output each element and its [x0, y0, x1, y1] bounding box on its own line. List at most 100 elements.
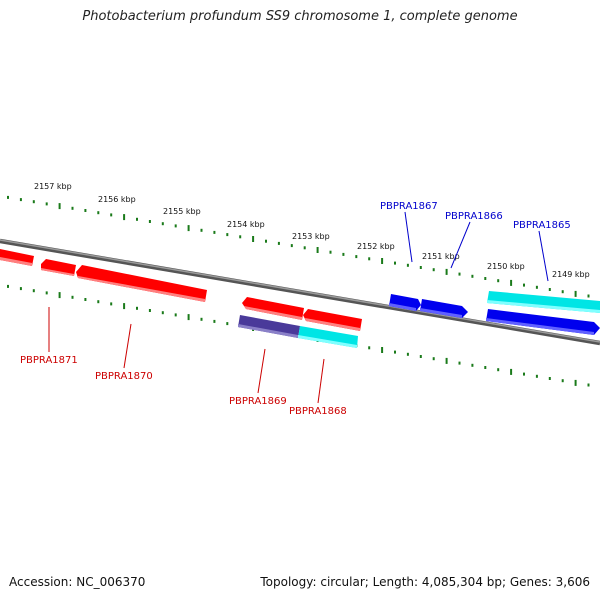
inner-tick [84, 298, 87, 301]
inner-tick [535, 374, 538, 378]
gene-arrow-PBPRA1867[interactable] [389, 294, 421, 311]
outer-tick [406, 263, 409, 267]
gene-arrow-PBPRA1868-red[interactable] [303, 309, 362, 331]
accession-text: Accession: NC_006370 [9, 575, 146, 589]
inner-tick [161, 311, 164, 315]
outer-tick [355, 255, 358, 259]
inner-tick [187, 314, 190, 321]
inner-tick [445, 357, 448, 364]
outer-tick [523, 283, 525, 287]
outer-tick [497, 279, 500, 283]
gene-label-PBPRA1871[interactable]: PBPRA1871 [20, 355, 78, 366]
outer-tick [7, 195, 9, 199]
outer-tick [71, 206, 74, 210]
outer-tick [213, 230, 216, 234]
kbp-label-2152: 2152 kbp [357, 242, 395, 251]
backbone-line [0, 238, 600, 346]
gene-label-PBPRA1867[interactable]: PBPRA1867 [380, 201, 438, 212]
gene-arrow-PBPRA1870[interactable] [76, 265, 207, 302]
inner-tick [484, 366, 487, 369]
inner-tick [510, 368, 513, 375]
outer-tick [58, 203, 61, 210]
gene-arrow-PBPRA1865[interactable] [486, 309, 600, 335]
outer-tick [277, 241, 280, 245]
outer-tick [574, 290, 577, 297]
outer-tick [123, 214, 126, 221]
highlight-PBPRA1869[interactable] [238, 315, 300, 338]
outer-tick-ring [7, 195, 590, 298]
gene-label-PBPRA1868[interactable]: PBPRA1868 [289, 406, 347, 417]
inner-tick [7, 284, 9, 288]
outer-tick [45, 202, 48, 206]
outer-tick [419, 266, 422, 269]
inner-tick [471, 363, 474, 367]
highlight-PBPRA1865[interactable] [487, 291, 600, 313]
outer-tick [148, 220, 151, 223]
inner-tick [71, 295, 74, 299]
kbp-label-2153: 2153 kbp [292, 232, 330, 241]
outer-tick [458, 272, 461, 276]
leader-PBPRA1866 [450, 221, 471, 269]
gene-arrow-PBPRA1870-left[interactable] [41, 259, 76, 276]
outer-tick [587, 294, 590, 298]
gene-arrow-PBPRA1869-red[interactable] [242, 297, 304, 320]
outer-tick [265, 239, 267, 243]
inner-tick [548, 377, 551, 380]
inner-tick [394, 350, 396, 354]
inner-tick [523, 372, 525, 376]
outer-tick [548, 288, 551, 291]
highlight-PBPRA1868[interactable] [298, 326, 358, 348]
inner-tick [381, 347, 384, 353]
kbp-label-2155: 2155 kbp [163, 207, 201, 216]
outer-tick [484, 277, 487, 280]
gene-label-PBPRA1865[interactable]: PBPRA1865 [513, 220, 571, 231]
leader-PBPRA1867 [404, 211, 413, 263]
inner-tick [213, 319, 216, 323]
inner-tick [200, 317, 203, 321]
outer-tick [510, 279, 513, 286]
outer-tick [32, 200, 35, 204]
gene-label-PBPRA1870[interactable]: PBPRA1870 [95, 371, 153, 382]
outer-tick [174, 224, 177, 228]
outer-tick [561, 290, 564, 294]
inner-tick [574, 379, 577, 386]
outer-tick [471, 274, 474, 278]
inner-tick [32, 289, 35, 293]
inner-tick [226, 322, 229, 326]
inner-tick [97, 300, 100, 304]
inner-tick [561, 379, 564, 383]
kbp-label-2154: 2154 kbp [227, 220, 265, 229]
outer-tick [252, 236, 255, 242]
gene-arrow-PBPRA1871[interactable] [0, 249, 34, 266]
genome-summary-text: Topology: circular; Length: 4,085,304 bp… [260, 575, 590, 589]
outer-tick [187, 225, 190, 232]
kbp-label-2150: 2150 kbp [487, 262, 525, 271]
gene-arrow-PBPRA1866[interactable] [420, 299, 468, 318]
inner-tick [406, 352, 409, 356]
inner-tick [123, 303, 126, 310]
leader-PBPRA1869 [257, 348, 266, 394]
outer-tick [329, 250, 332, 254]
inner-tick [458, 361, 461, 365]
outer-tick [381, 258, 384, 264]
outer-tick [303, 246, 306, 250]
outer-tick [110, 213, 113, 217]
gene-label-PBPRA1869[interactable]: PBPRA1869 [229, 396, 287, 407]
inner-tick [110, 302, 113, 306]
outer-tick [161, 222, 164, 226]
backbone-highlight [0, 239, 600, 343]
outer-tick [342, 252, 345, 256]
outer-tick [226, 233, 229, 237]
inner-tick [19, 287, 22, 291]
gene-label-PBPRA1866[interactable]: PBPRA1866 [445, 211, 503, 222]
leader-PBPRA1865 [538, 230, 549, 282]
outer-tick [19, 198, 22, 202]
inner-tick [432, 357, 435, 361]
outer-tick [97, 211, 100, 215]
inner-tick [497, 368, 500, 372]
inner-tick [174, 313, 177, 317]
inner-tick [148, 309, 151, 312]
inner-tick [45, 291, 48, 295]
leader-PBPRA1870 [123, 323, 132, 369]
